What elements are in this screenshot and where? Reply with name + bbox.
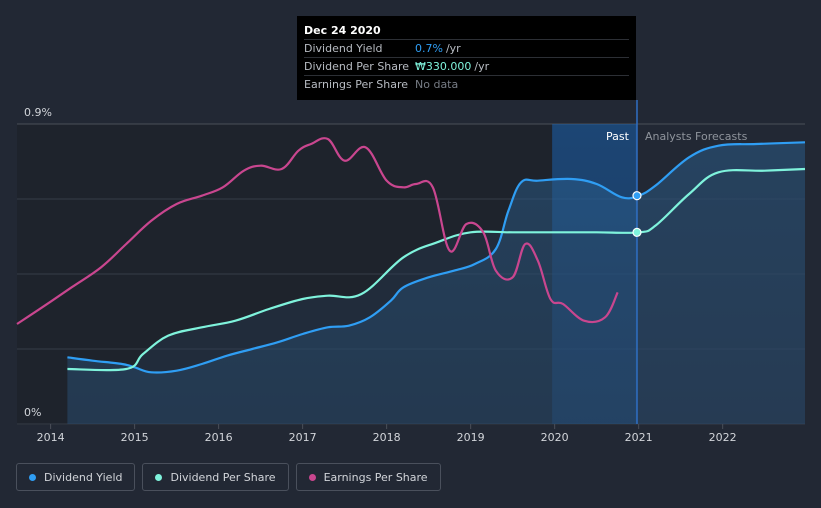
tooltip: Dec 24 2020 Dividend Yield 0.7%/yr Divid… xyxy=(297,16,636,100)
legend-dividend-per-share[interactable]: Dividend Per Share xyxy=(142,463,289,491)
x-tick-label: 2017 xyxy=(289,431,317,444)
tooltip-value: 0.7% xyxy=(415,42,443,55)
x-tick-label: 2018 xyxy=(373,431,401,444)
past-label: Past xyxy=(606,130,630,143)
x-tick-label: 2021 xyxy=(625,431,653,444)
x-tick-label: 2015 xyxy=(121,431,149,444)
tooltip-value: ₩330.000 xyxy=(415,60,472,73)
tooltip-label: Dividend Yield xyxy=(304,42,383,55)
legend-dividend-yield[interactable]: Dividend Yield xyxy=(16,463,136,491)
forecast-label: Analysts Forecasts xyxy=(645,130,748,143)
x-tick-label: 2014 xyxy=(37,431,65,444)
tooltip-value: No data xyxy=(415,78,459,91)
tooltip-row-dividend-per-share: Dividend Per Share ₩330.000/yr xyxy=(304,58,629,76)
legend: Dividend Yield Dividend Per Share Earnin… xyxy=(16,463,441,491)
legend-label: Earnings Per Share xyxy=(323,470,428,484)
y-tick-label: 0.9% xyxy=(24,106,52,119)
tooltip-label: Earnings Per Share xyxy=(304,78,409,91)
earnings-per-share-line xyxy=(16,137,619,325)
tooltip-label: Dividend Per Share xyxy=(304,60,410,73)
tooltip-date: Dec 24 2020 xyxy=(304,22,629,40)
dividend-per-share-marker xyxy=(632,227,642,237)
tooltip-unit: /yr xyxy=(445,42,461,55)
y-tick-label: 0% xyxy=(24,406,41,419)
dividend-per-share-line xyxy=(67,167,806,372)
legend-earnings-per-share[interactable]: Earnings Per Share xyxy=(295,463,441,491)
legend-label: Dividend Per Share xyxy=(170,470,276,484)
tooltip-row-earnings-per-share: Earnings Per Share No data xyxy=(304,76,629,93)
x-tick-label: 2016 xyxy=(205,431,233,444)
tooltip-row-dividend-yield: Dividend Yield 0.7%/yr xyxy=(304,40,629,58)
legend-dot-icon xyxy=(29,473,36,481)
dividend-yield-marker xyxy=(632,191,642,201)
legend-dot-icon xyxy=(308,473,316,481)
x-tick-label: 2022 xyxy=(709,431,737,444)
x-tick-label: 2019 xyxy=(457,431,485,444)
x-tick-label: 2020 xyxy=(541,431,569,444)
dividend-yield-area xyxy=(67,142,805,425)
legend-dot-icon xyxy=(155,473,163,481)
tooltip-unit: /yr xyxy=(474,60,490,73)
legend-label: Dividend Yield xyxy=(44,470,123,484)
dividend-per-share-area xyxy=(67,169,805,424)
